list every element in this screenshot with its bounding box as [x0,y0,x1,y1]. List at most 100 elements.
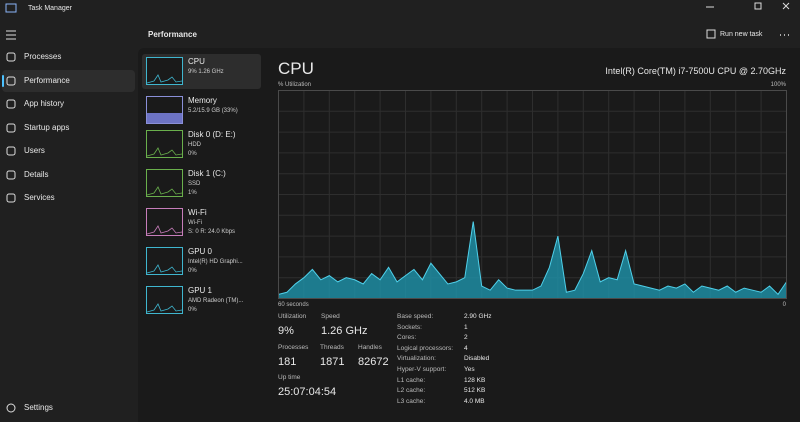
menu[interactable] [6,30,16,40]
nav-item[interactable]: Startup apps [24,123,70,132]
detail-value: 128 KB [464,376,486,384]
detail-value: 1 [464,323,468,331]
icon-shape [6,76,16,86]
stat-label: Processes [278,344,309,351]
detail-label: Base speed: [397,313,434,320]
nav-item[interactable]: Performance [24,76,70,85]
nav-item[interactable]: App history [24,99,65,108]
y-label: % Utilization [278,82,312,88]
thumb-frame [146,169,183,197]
detail-value: 512 KB [464,387,486,395]
nav-indicator [2,75,4,87]
detail-value: 2.90 GHz [464,313,492,320]
device-detail: 0% [188,268,197,274]
device-thumbnail [146,169,183,197]
device-thumbnail [146,130,183,158]
thumb-line [146,303,183,313]
device-detail: 0% [188,151,197,157]
nav-icon [6,146,16,156]
stat-value: 9% [278,325,294,337]
icon-shape [6,99,16,109]
nav-icon [6,99,16,109]
detail-label: Sockets: [397,323,422,331]
icon-shape [6,170,16,180]
detail-label: Logical processors: [397,344,453,352]
detail-label: Cores: [397,334,417,342]
device-name[interactable]: GPU 0 [188,247,213,256]
nav-item[interactable]: Services [24,193,55,202]
device-thumbnail [146,57,183,85]
device-detail: 1% [188,190,197,196]
thumb-fill [147,113,182,123]
thumb-frame [146,286,183,314]
stat-label: Threads [320,344,344,351]
nav-icon [6,193,16,203]
cpu-line [278,221,787,296]
stat-label: Up time [278,374,301,381]
stat-value: 1.26 GHz [321,325,368,337]
stat-value: 181 [278,356,297,368]
detail-value: Yes [464,366,475,373]
thumb-frame [146,130,183,158]
run-icon [706,29,716,39]
stat-label: Utilization [278,313,307,320]
graph-frame [278,90,787,299]
nav-item[interactable]: Details [24,170,49,179]
stat-label: Speed [321,313,340,320]
detail-label: L2 cache: [397,387,426,395]
settings-icon [6,403,16,413]
device-detail: S: 0 R: 24.0 Kbps [188,229,236,235]
device-detail: AMD Radeon (TM)... [188,298,244,304]
thumb-frame [146,208,183,236]
device-detail: 0% [188,307,197,313]
close[interactable] [782,2,790,10]
nav-item[interactable]: Processes [24,52,62,61]
run-new-task[interactable]: Run new task [720,31,763,38]
icon-shape [6,52,16,62]
detail-value: 4.0 MB [464,397,485,405]
detail-label: L1 cache: [397,376,426,384]
detail-value: 2 [464,334,468,342]
stat-value: 1871 [320,356,345,368]
stat-value: 25:07:04:54 [278,386,337,398]
x-min-label: 0 [782,302,786,308]
detail-value: 4 [464,344,468,352]
maximize[interactable] [754,2,762,10]
stat-value: 82672 [358,356,389,368]
nav-item[interactable]: Users [24,146,45,155]
device-thumbnail [146,247,183,275]
thumb-line [146,264,183,274]
icon-shape [6,146,16,156]
main-title: CPU [278,59,314,78]
content [138,48,800,422]
device-name[interactable]: CPU [188,57,205,66]
device-name[interactable]: Disk 0 (D: E:) [188,130,236,139]
device-detail: HDD [188,142,201,148]
device-thumbnail [146,286,183,314]
cpu-graph [278,90,787,299]
icon-shape [6,123,16,133]
device-thumbnail [146,96,183,124]
app-icon [5,3,17,13]
y-max-label: 100% [770,82,786,88]
page-header: Performance [148,30,197,39]
nav-settings[interactable]: Settings [24,403,53,412]
device-detail: 9% 1.26 GHz [188,69,224,75]
x-label: 60 seconds [278,302,309,308]
window-title: Task Manager [28,5,72,12]
thumb-line [146,225,183,235]
device-name[interactable]: Memory [188,96,217,105]
nav-icon [6,52,16,62]
device-name[interactable]: Wi-Fi [188,208,207,217]
device-detail: Intel(R) HD Graphi... [188,259,243,265]
detail-value: Disabled [464,355,490,363]
thumb-line [146,186,183,196]
nav-selected [2,70,135,92]
device-name[interactable]: GPU 1 [188,286,213,295]
detail-label: Virtualization: [397,355,436,363]
device-name[interactable]: Disk 1 (C:) [188,169,226,178]
thumb-frame [146,247,183,275]
thumb-line [146,74,183,84]
